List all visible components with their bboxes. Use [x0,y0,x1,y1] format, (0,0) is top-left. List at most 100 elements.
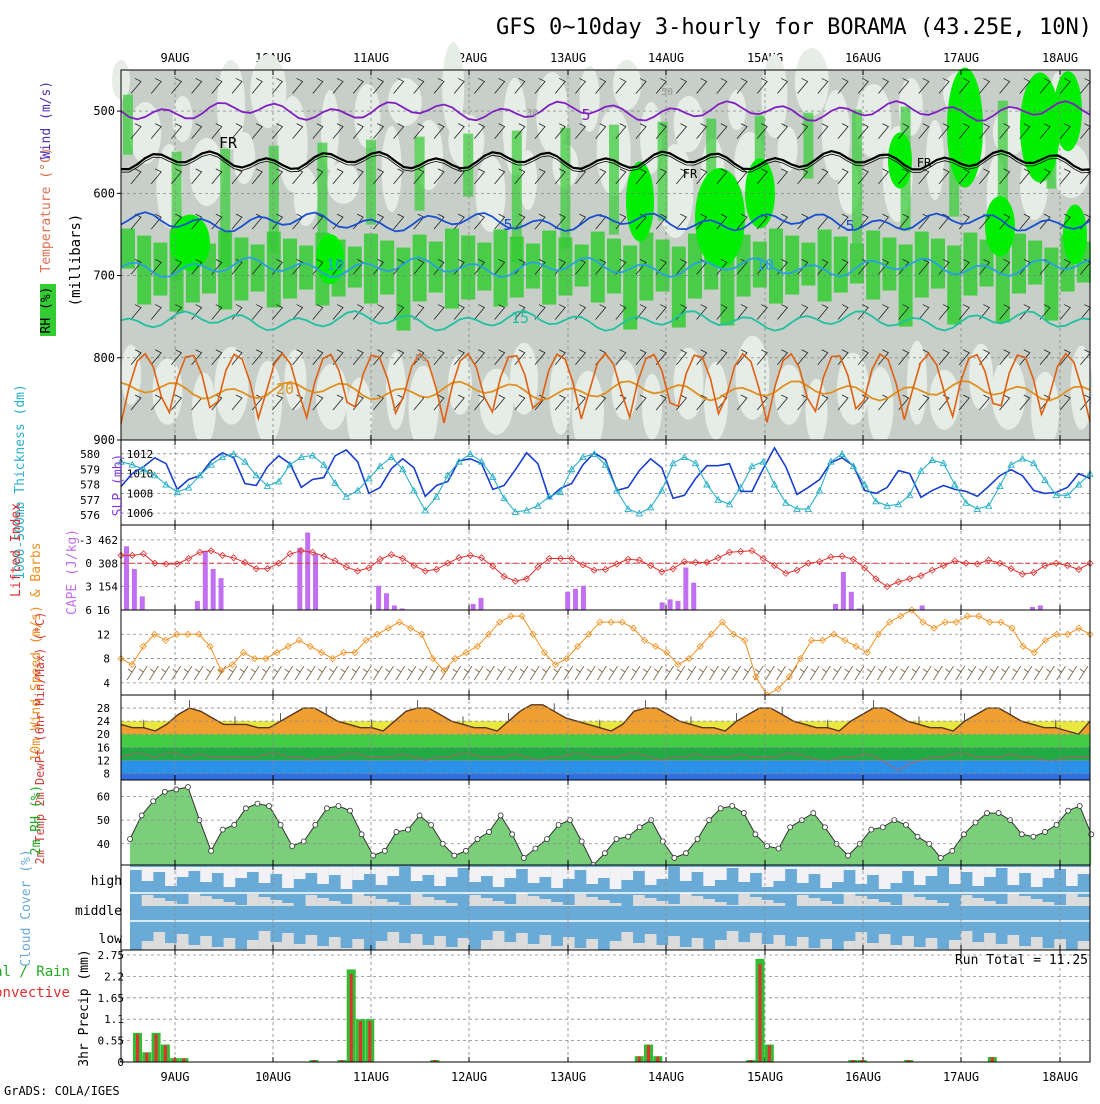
cloud-low-gap [574,948,587,950]
temp-color-band [121,760,1090,774]
wind-barb [433,78,445,94]
li-point [230,554,238,562]
rh-moist-cell [639,232,654,301]
rh-moist-cell [268,145,279,253]
thickness-point [624,504,632,512]
wind-barb [292,394,304,411]
wind-barb [251,78,263,94]
cloud-low-gap [691,938,704,950]
cape-bar [478,597,484,610]
cloud-low-gap [984,933,996,950]
rh-dry-patch [611,359,638,420]
rh-tick-label: 60 [97,791,110,804]
thickness-point [556,488,565,496]
wind-barb [534,258,546,275]
cloud-low-gap [270,942,283,950]
rh-point [717,805,724,812]
surface-wind-barb [518,665,529,681]
li-point [207,547,215,555]
run-total-label: Run Total = 11.25 [955,953,1088,968]
wind-barb [150,304,162,320]
wind-barb [494,213,506,230]
wind-barb [635,123,647,139]
wind-barb [171,394,183,411]
thickness-point [432,492,441,500]
precip-convective-bar [136,1034,139,1062]
rh-moist-cell [137,235,152,305]
wind-barb [958,213,970,230]
cloud-low-gap [890,945,903,950]
wind-axis-label: Wind (m/s) [39,81,54,159]
wind-barb [1039,213,1051,230]
wind-barb [938,349,950,366]
thickness-point [477,457,486,465]
wind-barb [918,213,930,230]
cloud-high-gap [176,867,189,877]
surface-wind-barb [238,665,249,681]
surface-wind-barb [462,665,473,681]
wind-barb [777,394,789,411]
cloud-mid-gap [434,900,446,906]
cloud-low-gap [1007,935,1020,950]
wind-barb [393,258,405,275]
temp-tick-label: 16 [97,741,110,754]
rh-moist-cell [833,236,848,293]
wind-barb [534,349,546,366]
wind-barb [251,304,263,320]
wind-barb [352,349,364,366]
wind-speed-point [1075,624,1083,632]
li-point [759,554,767,563]
cloud-mid-gap [726,905,739,906]
cloud-high-gap [633,867,645,871]
wind-barb [474,123,486,139]
rh-dry-patch [907,340,927,425]
wind-barb [554,213,566,230]
cape-bar [124,546,129,610]
wind-barb [756,168,768,185]
isotherm-label: 10 [756,256,774,274]
rh-moist-cell [882,237,897,291]
thickness-point [443,471,452,479]
wind-barb [373,258,385,275]
cloud-high-gap [270,867,283,874]
wind-barb [272,213,284,230]
li-point [568,554,576,563]
cape-bar [305,532,311,610]
wind-speed-point [796,655,804,663]
wind-barb [938,304,950,320]
wind-barb [635,304,647,320]
wind-barb [716,168,728,185]
thickness-point [274,477,283,485]
rh-moist-cell [590,231,605,303]
surface-wind-barb [832,665,842,681]
rh-contour-label: 50 [415,353,427,364]
isotherm-label: FR [683,167,698,181]
cloud-mid-gap [773,903,786,906]
wind-barb [635,78,647,94]
wind-barb [999,258,1011,275]
thickness-point [759,457,768,465]
lifted-index-cape-panel: -3 0 3 6 154 308 462 Lifted Index CAPE (J/kg) [9,503,1094,617]
chart-title: GFS 0~10day 3-hourly for BORAMA (43.25E,… [496,15,1092,40]
thickness-point [748,462,756,470]
wind-barb [1019,258,1031,275]
thickness-point [601,460,610,468]
rh-moist-cell [412,234,427,302]
date-label-top: 9AUG [161,51,190,65]
cloud-high-gap [352,867,364,880]
cloud-high-gap [1066,867,1078,886]
slp-line [120,446,1091,500]
rh-point [358,831,365,838]
wind-barb [736,213,748,230]
wind-speed-point [652,642,660,650]
wind-speed-point [173,630,181,638]
thickness-point [736,483,745,491]
wind-speed-point [429,655,437,663]
rh-point [1065,807,1072,814]
rh-point [242,805,249,812]
wind-barb [1039,304,1051,320]
surface-wind-barb [944,665,954,681]
thickness-point [184,483,193,491]
wind-speed-point [306,642,314,650]
wind-barb [272,304,284,320]
